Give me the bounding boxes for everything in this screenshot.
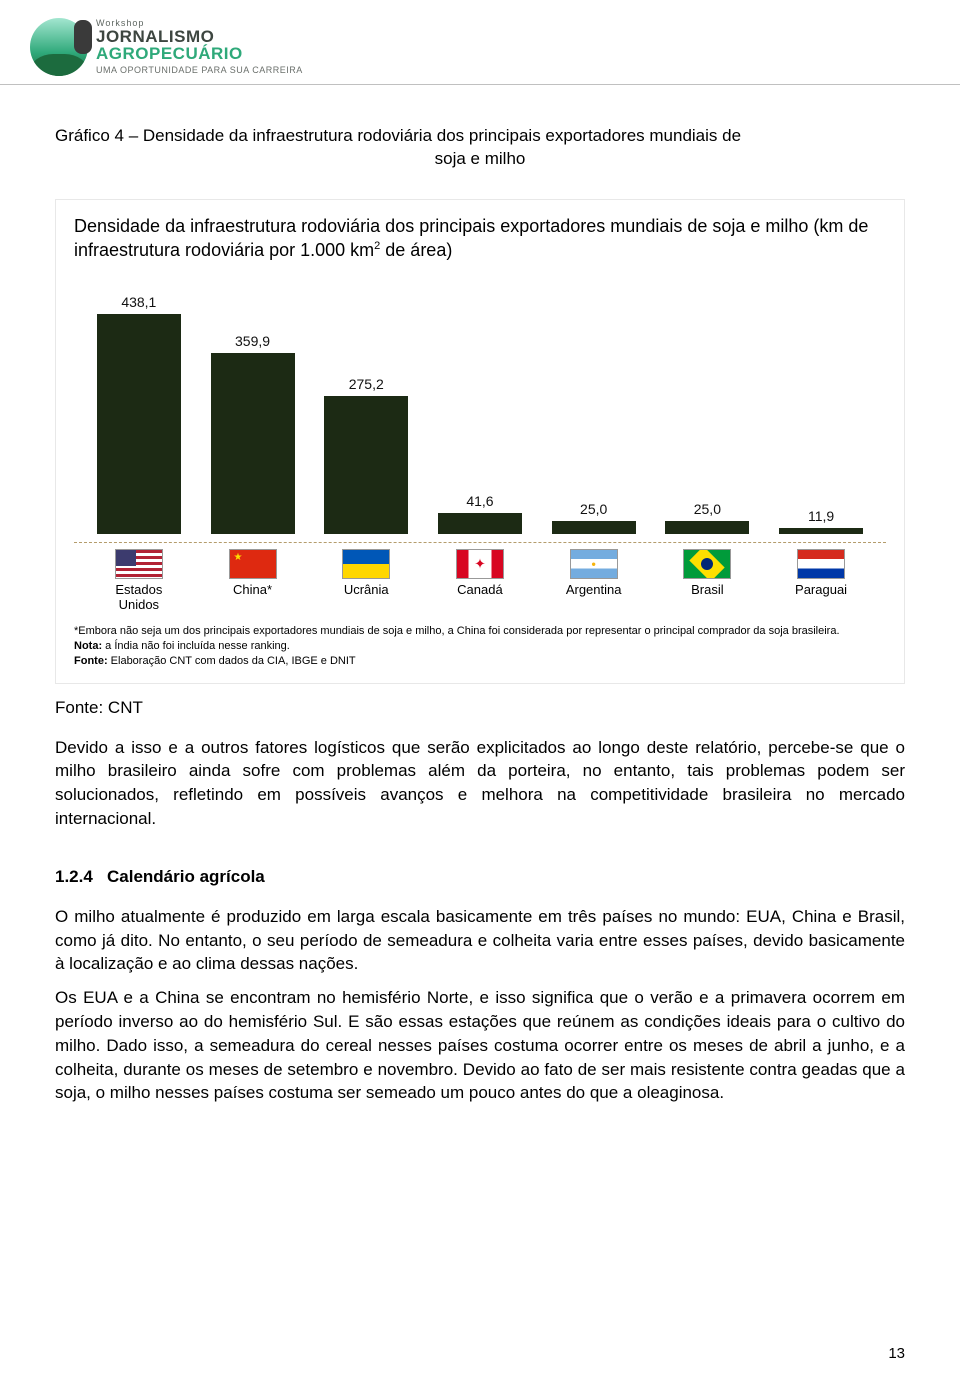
bar-value-label: 359,9 bbox=[235, 333, 270, 349]
x-axis-item: Brasil bbox=[659, 549, 755, 612]
chart-note2: a Índia não foi incluída nesse ranking. bbox=[102, 640, 290, 652]
page-header: Workshop JORNALISMO AGROPECUÁRIO UMA OPO… bbox=[0, 0, 960, 85]
section-title: Calendário agrícola bbox=[107, 867, 265, 886]
x-axis-item: China* bbox=[205, 549, 301, 612]
paragraph-3: Os EUA e a China se encontram no hemisfé… bbox=[55, 986, 905, 1105]
caption-line2: soja e milho bbox=[55, 148, 905, 171]
x-axis-item: Canadá bbox=[432, 549, 528, 612]
argentina-flag-icon bbox=[570, 549, 618, 579]
bar-value-label: 25,0 bbox=[694, 501, 721, 517]
bar-column: 438,1 bbox=[91, 294, 187, 534]
logo-line2: AGROPECUÁRIO bbox=[96, 45, 303, 62]
bar-value-label: 438,1 bbox=[121, 294, 156, 310]
chart-title: Densidade da infraestrutura rodoviária d… bbox=[74, 214, 886, 263]
bar-value-label: 275,2 bbox=[349, 376, 384, 392]
figure-source: Fonte: CNT bbox=[55, 698, 905, 718]
bar-value-label: 41,6 bbox=[466, 493, 493, 509]
bar bbox=[552, 521, 636, 534]
ukraine-flag-icon bbox=[342, 549, 390, 579]
paragraph-1: Devido a isso e a outros fatores logísti… bbox=[55, 736, 905, 831]
bar-column: 11,9 bbox=[773, 508, 869, 534]
chart-note1: *Embora não seja um dos principais expor… bbox=[74, 624, 886, 639]
x-axis-label: Brasil bbox=[691, 583, 724, 597]
figure-caption: Gráfico 4 – Densidade da infraestrutura … bbox=[55, 125, 905, 171]
bar bbox=[324, 396, 408, 534]
x-axis-label: China* bbox=[233, 583, 272, 597]
bar bbox=[779, 528, 863, 534]
x-axis-item: EstadosUnidos bbox=[91, 549, 187, 612]
x-axis-item: Paraguai bbox=[773, 549, 869, 612]
x-axis-item: Ucrânia bbox=[318, 549, 414, 612]
bar-column: 25,0 bbox=[659, 501, 755, 534]
brazil-flag-icon bbox=[683, 549, 731, 579]
logo-subtitle: UMA OPORTUNIDADE PARA SUA CARREIRA bbox=[96, 66, 303, 75]
canada-flag-icon bbox=[456, 549, 504, 579]
chart-footnotes: *Embora não seja um dos principais expor… bbox=[74, 624, 886, 669]
chart-container: Densidade da infraestrutura rodoviária d… bbox=[55, 199, 905, 684]
bar bbox=[97, 314, 181, 534]
bar bbox=[665, 521, 749, 534]
x-axis-label: Paraguai bbox=[795, 583, 847, 597]
x-axis-item: Argentina bbox=[546, 549, 642, 612]
bar-column: 359,9 bbox=[205, 333, 301, 534]
x-axis-label: Ucrânia bbox=[344, 583, 389, 597]
chart-bars-area: 438,1 359,9 275,2 41,6 25,0 25,0 11,9 bbox=[74, 274, 886, 534]
caption-line1: Gráfico 4 – Densidade da infraestrutura … bbox=[55, 126, 741, 145]
bar bbox=[211, 353, 295, 534]
bar-column: 41,6 bbox=[432, 493, 528, 534]
microphone-icon bbox=[74, 20, 92, 54]
section-heading: 1.2.4 Calendário agrícola bbox=[55, 867, 905, 887]
china-flag-icon bbox=[229, 549, 277, 579]
chart-note3: Elaboração CNT com dados da CIA, IBGE e … bbox=[108, 655, 356, 667]
chart-note2-label: Nota: bbox=[74, 640, 102, 652]
bar-column: 25,0 bbox=[546, 501, 642, 534]
page-number: 13 bbox=[888, 1345, 905, 1362]
page-content: Gráfico 4 – Densidade da infraestrutura … bbox=[0, 85, 960, 1135]
usa-flag-icon bbox=[115, 549, 163, 579]
bar-value-label: 25,0 bbox=[580, 501, 607, 517]
bar-value-label: 11,9 bbox=[808, 508, 834, 524]
bar bbox=[438, 513, 522, 534]
section-number: 1.2.4 bbox=[55, 867, 93, 886]
bar-column: 275,2 bbox=[318, 376, 414, 534]
logo-line1: JORNALISMO bbox=[96, 28, 303, 45]
chart-note3-label: Fonte: bbox=[74, 655, 108, 667]
x-axis-label: EstadosUnidos bbox=[115, 583, 162, 612]
x-axis-label: Argentina bbox=[566, 583, 622, 597]
chart-x-axis: EstadosUnidos China* Ucrânia Canadá Argentin… bbox=[74, 542, 886, 612]
x-axis-label: Canadá bbox=[457, 583, 503, 597]
logo: Workshop JORNALISMO AGROPECUÁRIO UMA OPO… bbox=[30, 18, 303, 76]
paragraph-2: O milho atualmente é produzido em larga … bbox=[55, 905, 905, 976]
paraguay-flag-icon bbox=[797, 549, 845, 579]
